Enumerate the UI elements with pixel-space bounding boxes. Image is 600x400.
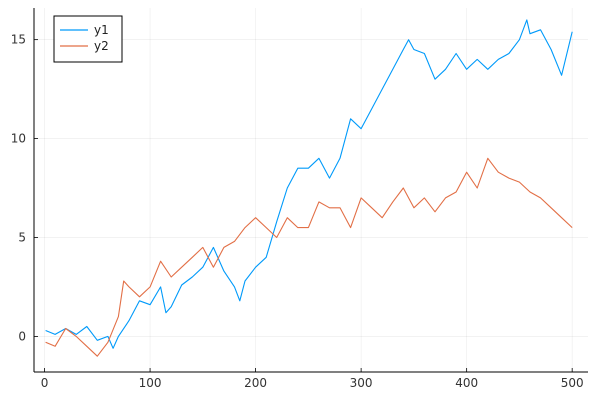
x-tick-label: 0 — [41, 376, 49, 390]
axes — [33, 8, 588, 373]
x-tick-label: 200 — [244, 376, 267, 390]
y-tick-label: 5 — [18, 230, 26, 244]
x-tick-label: 300 — [350, 376, 373, 390]
y-tick-label: 0 — [18, 329, 26, 343]
x-tick-label: 500 — [561, 376, 584, 390]
x-tick-label: 100 — [139, 376, 162, 390]
grid — [34, 8, 588, 372]
series-line-y2 — [45, 157, 573, 357]
series-layer — [45, 19, 573, 357]
x-tick-label: 400 — [455, 376, 478, 390]
legend-label-y1: y1 — [94, 23, 109, 37]
y-tick-label: 15 — [11, 33, 26, 47]
legend-label-y2: y2 — [94, 39, 109, 53]
tick-labels: 0 100 200 300 400 500 0 5 10 15 — [11, 33, 584, 390]
legend-box — [53, 15, 123, 63]
y-tick-label: 10 — [11, 132, 26, 146]
series-line-y1 — [45, 19, 573, 349]
